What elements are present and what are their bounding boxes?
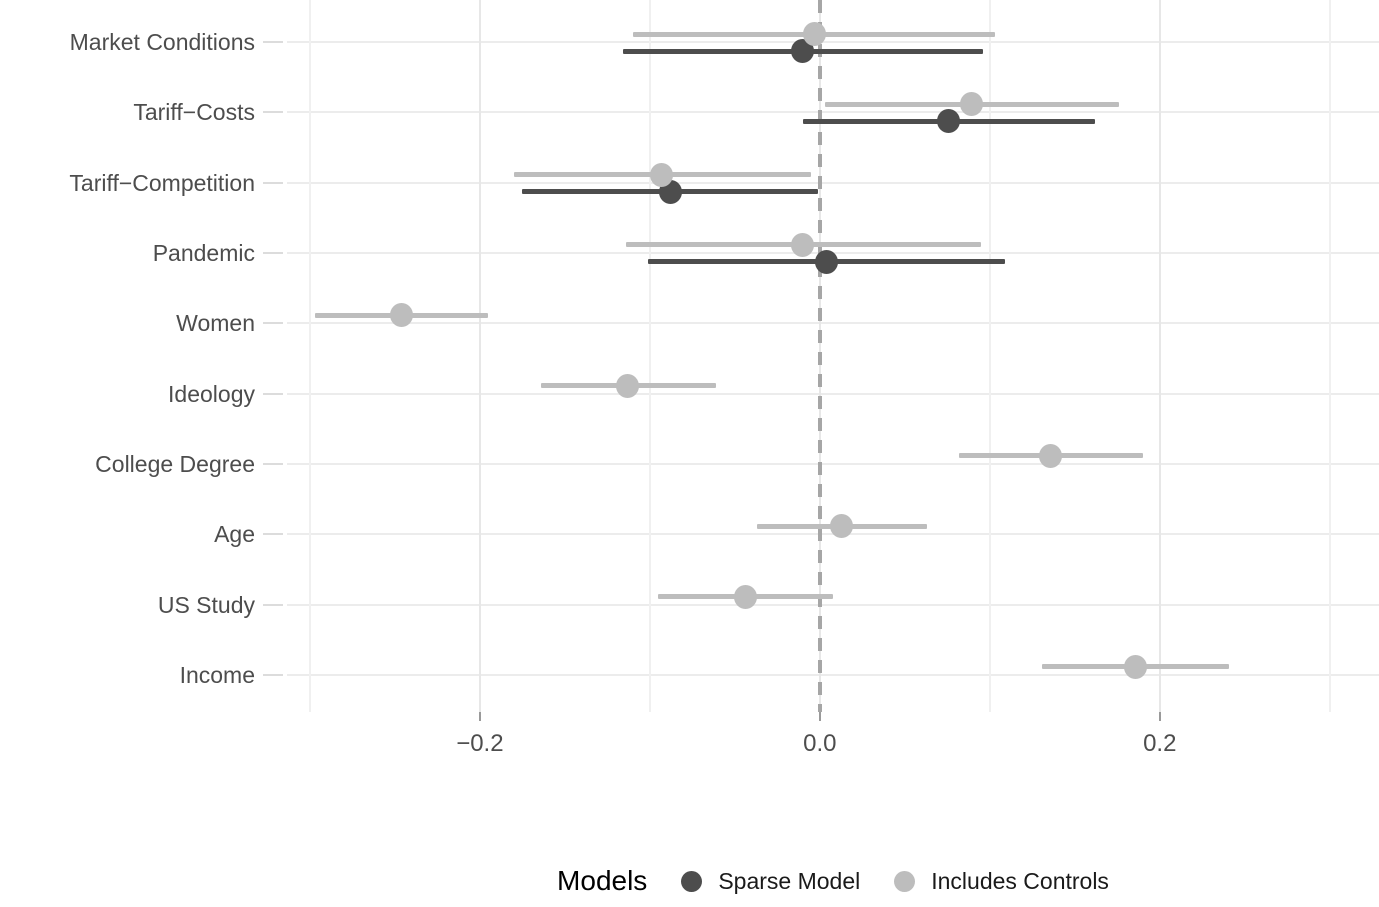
y-axis-label: College Degree <box>95 450 255 477</box>
y-axis-tick <box>263 603 283 606</box>
x-axis-label: −0.2 <box>456 730 504 757</box>
legend-entry-label: Sparse Model <box>718 867 861 894</box>
point-estimate-dot <box>830 514 854 539</box>
plot-panel <box>287 0 1379 712</box>
legend-entry: Includes Controls <box>894 868 1109 895</box>
gridline-horizontal <box>287 322 1379 325</box>
x-axis-label: 0.2 <box>1143 730 1177 757</box>
point-estimate-dot <box>791 39 815 63</box>
legend: Models Sparse Model Includes Controls <box>287 855 1379 907</box>
y-axis-label: US Study <box>157 591 255 618</box>
y-axis-tick <box>263 41 283 43</box>
legend-dot-includes-controls <box>894 870 916 892</box>
point-estimate-dot <box>959 92 983 117</box>
y-axis-tick <box>263 322 283 325</box>
gridline-horizontal <box>287 462 1379 465</box>
zero-reference-line <box>817 0 822 712</box>
y-axis-label: Tariff−Costs <box>133 99 255 126</box>
x-axis-tick <box>1158 712 1161 721</box>
point-estimate-dot <box>616 373 640 398</box>
gridline-horizontal <box>287 41 1379 43</box>
x-axis-tick <box>818 712 821 721</box>
x-axis-tick <box>478 712 481 721</box>
y-axis-tick <box>263 181 283 184</box>
gridline-horizontal <box>287 603 1379 606</box>
gridline-horizontal <box>287 111 1379 114</box>
y-axis-tick <box>263 392 283 395</box>
y-axis-label: Tariff−Competition <box>69 169 255 196</box>
gridline-horizontal <box>287 673 1379 676</box>
legend-entry-label: Includes Controls <box>931 867 1109 894</box>
point-estimate-dot <box>791 232 815 257</box>
gridline-vertical-major <box>478 0 481 712</box>
gridline-horizontal <box>287 181 1379 184</box>
point-estimate-dot <box>1124 654 1148 679</box>
legend-entry: Sparse Model <box>681 868 860 895</box>
point-estimate-dot <box>1039 443 1063 468</box>
point-estimate-dot <box>650 162 674 187</box>
y-axis-label: Age <box>214 521 255 548</box>
gridline-vertical-minor <box>988 0 991 712</box>
y-axis-label: Market Conditions <box>69 29 255 55</box>
y-axis-label: Income <box>179 661 255 688</box>
point-estimate-dot <box>733 584 757 609</box>
gridline-horizontal <box>287 392 1379 395</box>
y-axis-label: Women <box>176 310 255 337</box>
y-axis-tick <box>263 462 283 465</box>
y-axis-tick <box>263 111 283 114</box>
gridline-vertical-minor <box>308 0 311 712</box>
gridline-vertical-major <box>1158 0 1161 712</box>
y-axis-label: Pandemic <box>152 239 255 266</box>
legend-title: Models <box>557 865 648 896</box>
point-estimate-dot <box>390 303 414 328</box>
gridline-vertical-minor <box>648 0 651 712</box>
x-axis-label: 0.0 <box>803 730 837 757</box>
point-estimate-dot <box>815 249 839 274</box>
y-axis-tick <box>263 251 283 254</box>
gridline-vertical-minor <box>1328 0 1331 712</box>
point-estimate-dot <box>937 109 961 134</box>
y-axis-label: Ideology <box>168 380 255 407</box>
y-axis-tick <box>263 673 283 676</box>
y-axis-tick <box>263 533 283 536</box>
legend-dot-sparse-model <box>681 870 703 892</box>
point-estimate-dot <box>803 22 827 46</box>
